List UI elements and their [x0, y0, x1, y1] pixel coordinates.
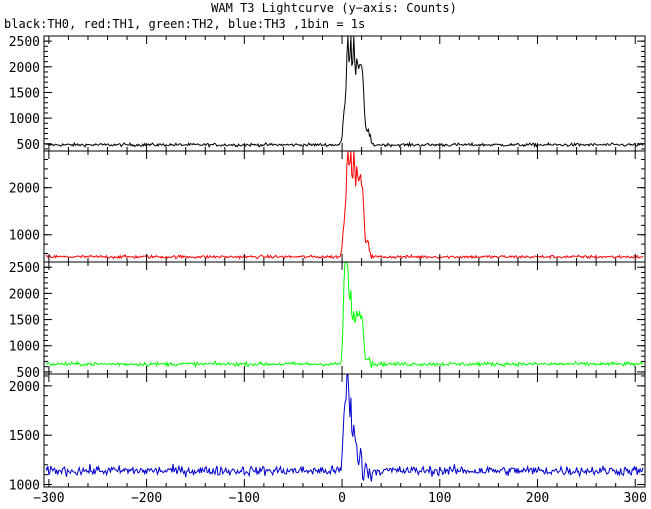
- x-tick-label: 200: [526, 491, 549, 505]
- y-tick-label: 500: [17, 366, 40, 381]
- panel-frame: [43, 35, 646, 152]
- y-tick-label: 2500: [9, 261, 40, 276]
- series-line-TH2: [45, 261, 644, 369]
- x-tick-label: 300: [623, 491, 646, 505]
- panel-1: 500 1000 1500 2000 2500: [9, 35, 646, 153]
- series-line-TH1: [45, 151, 644, 260]
- chart-title: WAM T3 Lightcurve (y−axis: Counts): [211, 1, 457, 15]
- chart-subtitle: black:TH0, red:TH1, green:TH2, blue:TH3 …: [4, 17, 365, 31]
- y-tick-label: 2000: [9, 287, 40, 302]
- y-tick-label: 1000: [9, 229, 40, 244]
- y-tick-label: 1500: [9, 86, 40, 101]
- y-tick-label: 1500: [9, 429, 40, 444]
- y-tick-label: 2500: [9, 35, 40, 50]
- panel-frame: [43, 150, 646, 263]
- series-line-TH3: [45, 373, 644, 482]
- y-tick-label: 1000: [9, 479, 40, 494]
- x-tick-label: −300: [33, 491, 64, 505]
- panel-frame: [43, 373, 646, 488]
- panel-4: 1000 1500 2000 −300 −200 −100 0 100 200 300: [9, 373, 647, 506]
- y-tick-label: 1000: [9, 340, 40, 355]
- y-tick-label: 2000: [9, 61, 40, 76]
- y-tick-label: 2000: [9, 380, 40, 395]
- y-tick-label: 1500: [9, 314, 40, 329]
- x-tick-label: 100: [428, 491, 451, 505]
- x-tick-label: −100: [229, 491, 260, 505]
- y-tick-label: 1000: [9, 112, 40, 127]
- y-tick-label: 500: [17, 138, 40, 153]
- panel-2: 1000 2000: [9, 150, 646, 263]
- x-tick-label: −200: [131, 491, 162, 505]
- series-line-TH0: [45, 36, 644, 149]
- panel-3: 500 1000 1500 2000 2500: [9, 261, 646, 381]
- x-tick-label: 0: [338, 491, 346, 505]
- y-tick-label: 2000: [9, 182, 40, 197]
